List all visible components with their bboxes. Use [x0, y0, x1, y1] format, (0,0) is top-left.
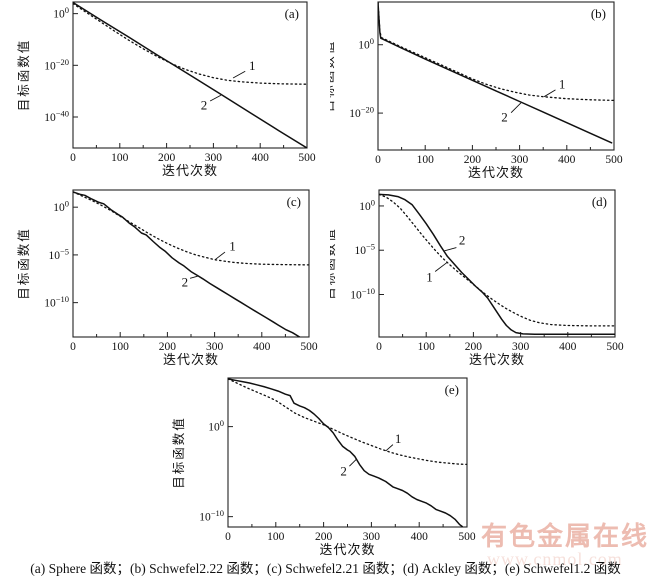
curve-number-label: 1 — [559, 76, 566, 91]
subplot-d: 0 100 200 300 400 500 100 10−5 10−10 2 1 (d) 迭代次数 目标函… — [330, 178, 651, 368]
x-tick-label: 100 — [267, 531, 285, 543]
curve-1-dotted — [228, 378, 467, 466]
watermark-text: 有色金属在线 — [481, 522, 650, 551]
curve-number-label: 2 — [182, 275, 189, 290]
x-tick-label: 300 — [511, 154, 528, 166]
x-tick-label: 500 — [300, 341, 318, 353]
x-tick-label: 400 — [411, 531, 429, 543]
y-tick-label: 100 — [358, 36, 374, 52]
subplot-c-canvas: 0 100 200 300 400 500 100 10−5 10−10 1 2 (c) 迭代次数 目标函… — [16, 189, 318, 367]
curve-number-label: 1 — [229, 238, 236, 253]
y-tick-label: 10−5 — [354, 242, 375, 258]
curve-1-dotted — [378, 2, 614, 102]
subplot-c: 0 100 200 300 400 500 100 10−5 10−10 1 2 (c) 迭代次数 目标函… — [0, 178, 330, 368]
y-tick-label: 100 — [359, 197, 375, 213]
curve-2-solid — [73, 191, 301, 337]
y-tick-label: 10−10 — [350, 286, 375, 302]
panel-letter: (c) — [287, 194, 301, 209]
curve-2-solid — [73, 2, 307, 148]
subplot-a-canvas: 0 100 200 300 400 500 100 10−20 10−40 1 2 (a) 迭代次数 目标… — [16, 1, 316, 178]
y-tick-label: 100 — [208, 418, 224, 434]
curve-1-dotted — [73, 191, 309, 266]
x-tick-label: 0 — [70, 152, 76, 164]
curve-number-label: 1 — [395, 431, 402, 446]
x-tick-label: 200 — [159, 341, 177, 353]
y-axis-title: 目标函数值 — [330, 227, 337, 300]
x-tick-label: 500 — [605, 154, 623, 166]
x-tick-label: 0 — [225, 531, 231, 543]
x-tick-label: 0 — [70, 341, 76, 353]
y-tick-label: 10−10 — [44, 294, 69, 310]
y-tick-label: 100 — [53, 199, 69, 215]
x-tick-label: 100 — [111, 152, 129, 164]
curve-1-dotted — [379, 193, 615, 327]
curve-number-label: 2 — [201, 97, 208, 112]
y-tick-label: 10−20 — [44, 57, 69, 73]
panel-letter: (a) — [285, 6, 299, 21]
x-tick-label: 100 — [417, 154, 435, 166]
x-axis-title: 迭代次数 — [162, 163, 218, 178]
x-tick-label: 500 — [606, 341, 624, 353]
y-axis-title: 目标函数值 — [16, 39, 31, 112]
x-tick-label: 400 — [558, 154, 576, 166]
x-tick-label: 200 — [465, 341, 483, 353]
x-tick-label: 500 — [458, 531, 476, 543]
curve-number-label: 1 — [249, 58, 256, 73]
curve-number-label: 1 — [426, 270, 433, 285]
subplot-b-canvas: 0 100 200 300 400 500 100 10−20 1 2 (b) 迭代次数 目标函数值 — [330, 1, 623, 178]
x-tick-label: 300 — [363, 531, 381, 543]
x-tick-label: 100 — [418, 341, 436, 353]
y-axis-title: 目标函数值 — [16, 227, 31, 300]
curve-2-solid — [378, 2, 613, 144]
x-tick-label: 500 — [298, 152, 316, 164]
figure-caption: (a) Sphere 函数；(b) Schwefel2.22 函数；(c) Sc… — [30, 561, 621, 576]
panel-letter: (e) — [445, 382, 459, 397]
curve-1-dotted — [73, 2, 307, 85]
x-axis-title: 迭代次数 — [468, 165, 524, 178]
x-tick-label: 400 — [253, 341, 271, 353]
x-tick-label: 0 — [375, 154, 381, 166]
y-tick-label: 10−40 — [44, 108, 69, 124]
y-axis-title: 目标函数值 — [171, 416, 186, 489]
curve-number-label: 2 — [459, 232, 466, 247]
x-axis-title: 迭代次数 — [469, 352, 525, 367]
curve-2-solid — [379, 193, 615, 336]
x-tick-label: 300 — [206, 341, 224, 353]
y-tick-label: 10−5 — [48, 246, 69, 262]
x-axis-title: 迭代次数 — [319, 542, 375, 557]
subplot-b: 0 100 200 300 400 500 100 10−20 1 2 (b) 迭代次数 目标函数值 — [330, 0, 651, 178]
panel-letter: (d) — [592, 194, 607, 209]
x-tick-label: 400 — [252, 152, 270, 164]
x-axis-title: 迭代次数 — [163, 352, 219, 367]
x-tick-label: 400 — [559, 341, 577, 353]
x-tick-label: 200 — [158, 152, 176, 164]
x-tick-label: 0 — [376, 341, 382, 353]
y-tick-label: 100 — [53, 5, 69, 21]
x-tick-label: 100 — [112, 341, 130, 353]
subplot-a: 0 100 200 300 400 500 100 10−20 10−40 1 2 (a) 迭代次数 目标… — [0, 0, 330, 178]
curve-number-label: 2 — [501, 110, 508, 125]
y-axis-title: 目标函数值 — [330, 40, 336, 113]
curve-number-label: 2 — [340, 464, 347, 479]
x-tick-label: 200 — [464, 154, 482, 166]
subplot-d-canvas: 0 100 200 300 400 500 100 10−5 10−10 2 1 (d) 迭代次数 目标函… — [330, 189, 624, 367]
subplot-e: 0 100 200 300 400 500 100 10−10 1 2 (e) 迭代次数 目标函数值 — [150, 368, 500, 558]
x-tick-label: 200 — [315, 531, 333, 543]
x-tick-label: 300 — [205, 152, 223, 164]
y-tick-label: 10−10 — [199, 508, 224, 524]
x-tick-label: 300 — [512, 341, 529, 353]
subplot-e-canvas: 0 100 200 300 400 500 100 10−10 1 2 (e) 迭代次数 目标函数值 — [171, 377, 476, 557]
y-tick-label: 10−20 — [349, 105, 374, 121]
panel-letter: (b) — [591, 6, 606, 21]
curve-2-solid — [228, 378, 463, 527]
